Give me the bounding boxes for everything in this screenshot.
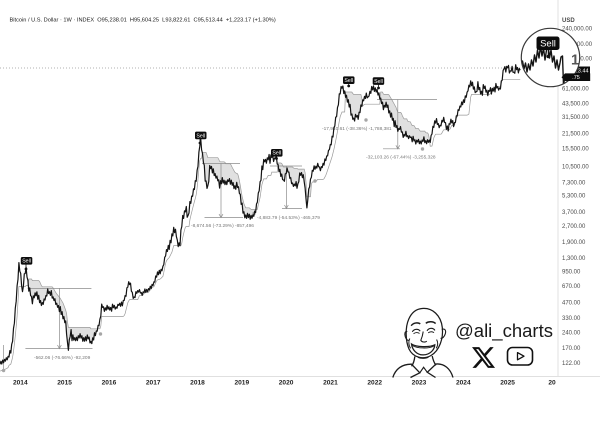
- svg-text:950.00: 950.00: [562, 270, 581, 276]
- svg-text:2023: 2023: [412, 380, 427, 387]
- svg-text:2019: 2019: [234, 380, 249, 387]
- svg-text:240.00: 240.00: [562, 330, 581, 336]
- svg-text:2021: 2021: [323, 380, 338, 387]
- svg-text:15,500.00: 15,500.00: [562, 147, 589, 153]
- svg-text:Sell: Sell: [344, 78, 353, 84]
- svg-text:.75: .75: [572, 75, 580, 81]
- svg-text:43,500.00: 43,500.00: [562, 102, 589, 108]
- svg-text:2017: 2017: [146, 380, 161, 387]
- svg-text:2014: 2014: [13, 380, 28, 387]
- svg-text:2024: 2024: [456, 380, 471, 387]
- svg-text:21,500.00: 21,500.00: [562, 132, 589, 138]
- svg-text:2025: 2025: [500, 380, 515, 387]
- svg-text:@ali_charts: @ali_charts: [455, 320, 553, 342]
- svg-text:-4,883.79 (-54.53%) -465,379: -4,883.79 (-54.53%) -465,379: [257, 215, 320, 221]
- svg-text:2016: 2016: [102, 380, 117, 387]
- svg-text:1: 1: [571, 53, 579, 69]
- svg-text:-17,940.61 (-38.36%) -1,788,38: -17,940.61 (-38.36%) -1,788,381: [322, 126, 392, 132]
- svg-text:670.00: 670.00: [562, 284, 581, 290]
- svg-text:Sell: Sell: [272, 151, 281, 157]
- svg-text:31,500.00: 31,500.00: [562, 115, 589, 121]
- svg-text:2022: 2022: [367, 380, 382, 387]
- svg-text:20: 20: [548, 380, 556, 387]
- svg-text:2020: 2020: [279, 380, 294, 387]
- svg-text:Sell: Sell: [540, 39, 556, 50]
- svg-text:USD: USD: [562, 18, 575, 24]
- svg-text:7,300.00: 7,300.00: [562, 181, 586, 187]
- svg-text:Sell: Sell: [374, 79, 383, 85]
- svg-text:1,900.00: 1,900.00: [562, 240, 586, 246]
- svg-text:2018: 2018: [190, 380, 205, 387]
- svg-text:2015: 2015: [57, 380, 72, 387]
- svg-text:Sell: Sell: [22, 259, 31, 265]
- svg-text:122.00: 122.00: [562, 361, 581, 367]
- svg-text:5,300.00: 5,300.00: [562, 194, 586, 200]
- svg-text:470.00: 470.00: [562, 301, 581, 307]
- svg-text:61,000.00: 61,000.00: [562, 87, 589, 93]
- svg-text:-562.06 (-76.66%) -92,209: -562.06 (-76.66%) -92,209: [34, 355, 91, 361]
- svg-text:1,300.00: 1,300.00: [562, 256, 586, 262]
- svg-text:3,700.00: 3,700.00: [562, 210, 586, 216]
- svg-text:Bitcoin / U.S. Dollar · 1W · I: Bitcoin / U.S. Dollar · 1W · INDEX O95,2…: [10, 17, 276, 23]
- svg-text:330.00: 330.00: [562, 316, 581, 322]
- svg-text:240,000.00: 240,000.00: [562, 27, 593, 33]
- svg-text:-8,674.56 (-73.29%) -857,496: -8,674.56 (-73.29%) -857,496: [191, 223, 254, 229]
- svg-text:10,500.00: 10,500.00: [562, 165, 589, 171]
- svg-text:Sell: Sell: [196, 133, 205, 139]
- svg-text:2,700.00: 2,700.00: [562, 224, 586, 230]
- svg-text:-32,103.26 (-67.44%) -3,255,32: -32,103.26 (-67.44%) -3,255,328: [366, 155, 436, 161]
- svg-text:170.00: 170.00: [562, 346, 581, 352]
